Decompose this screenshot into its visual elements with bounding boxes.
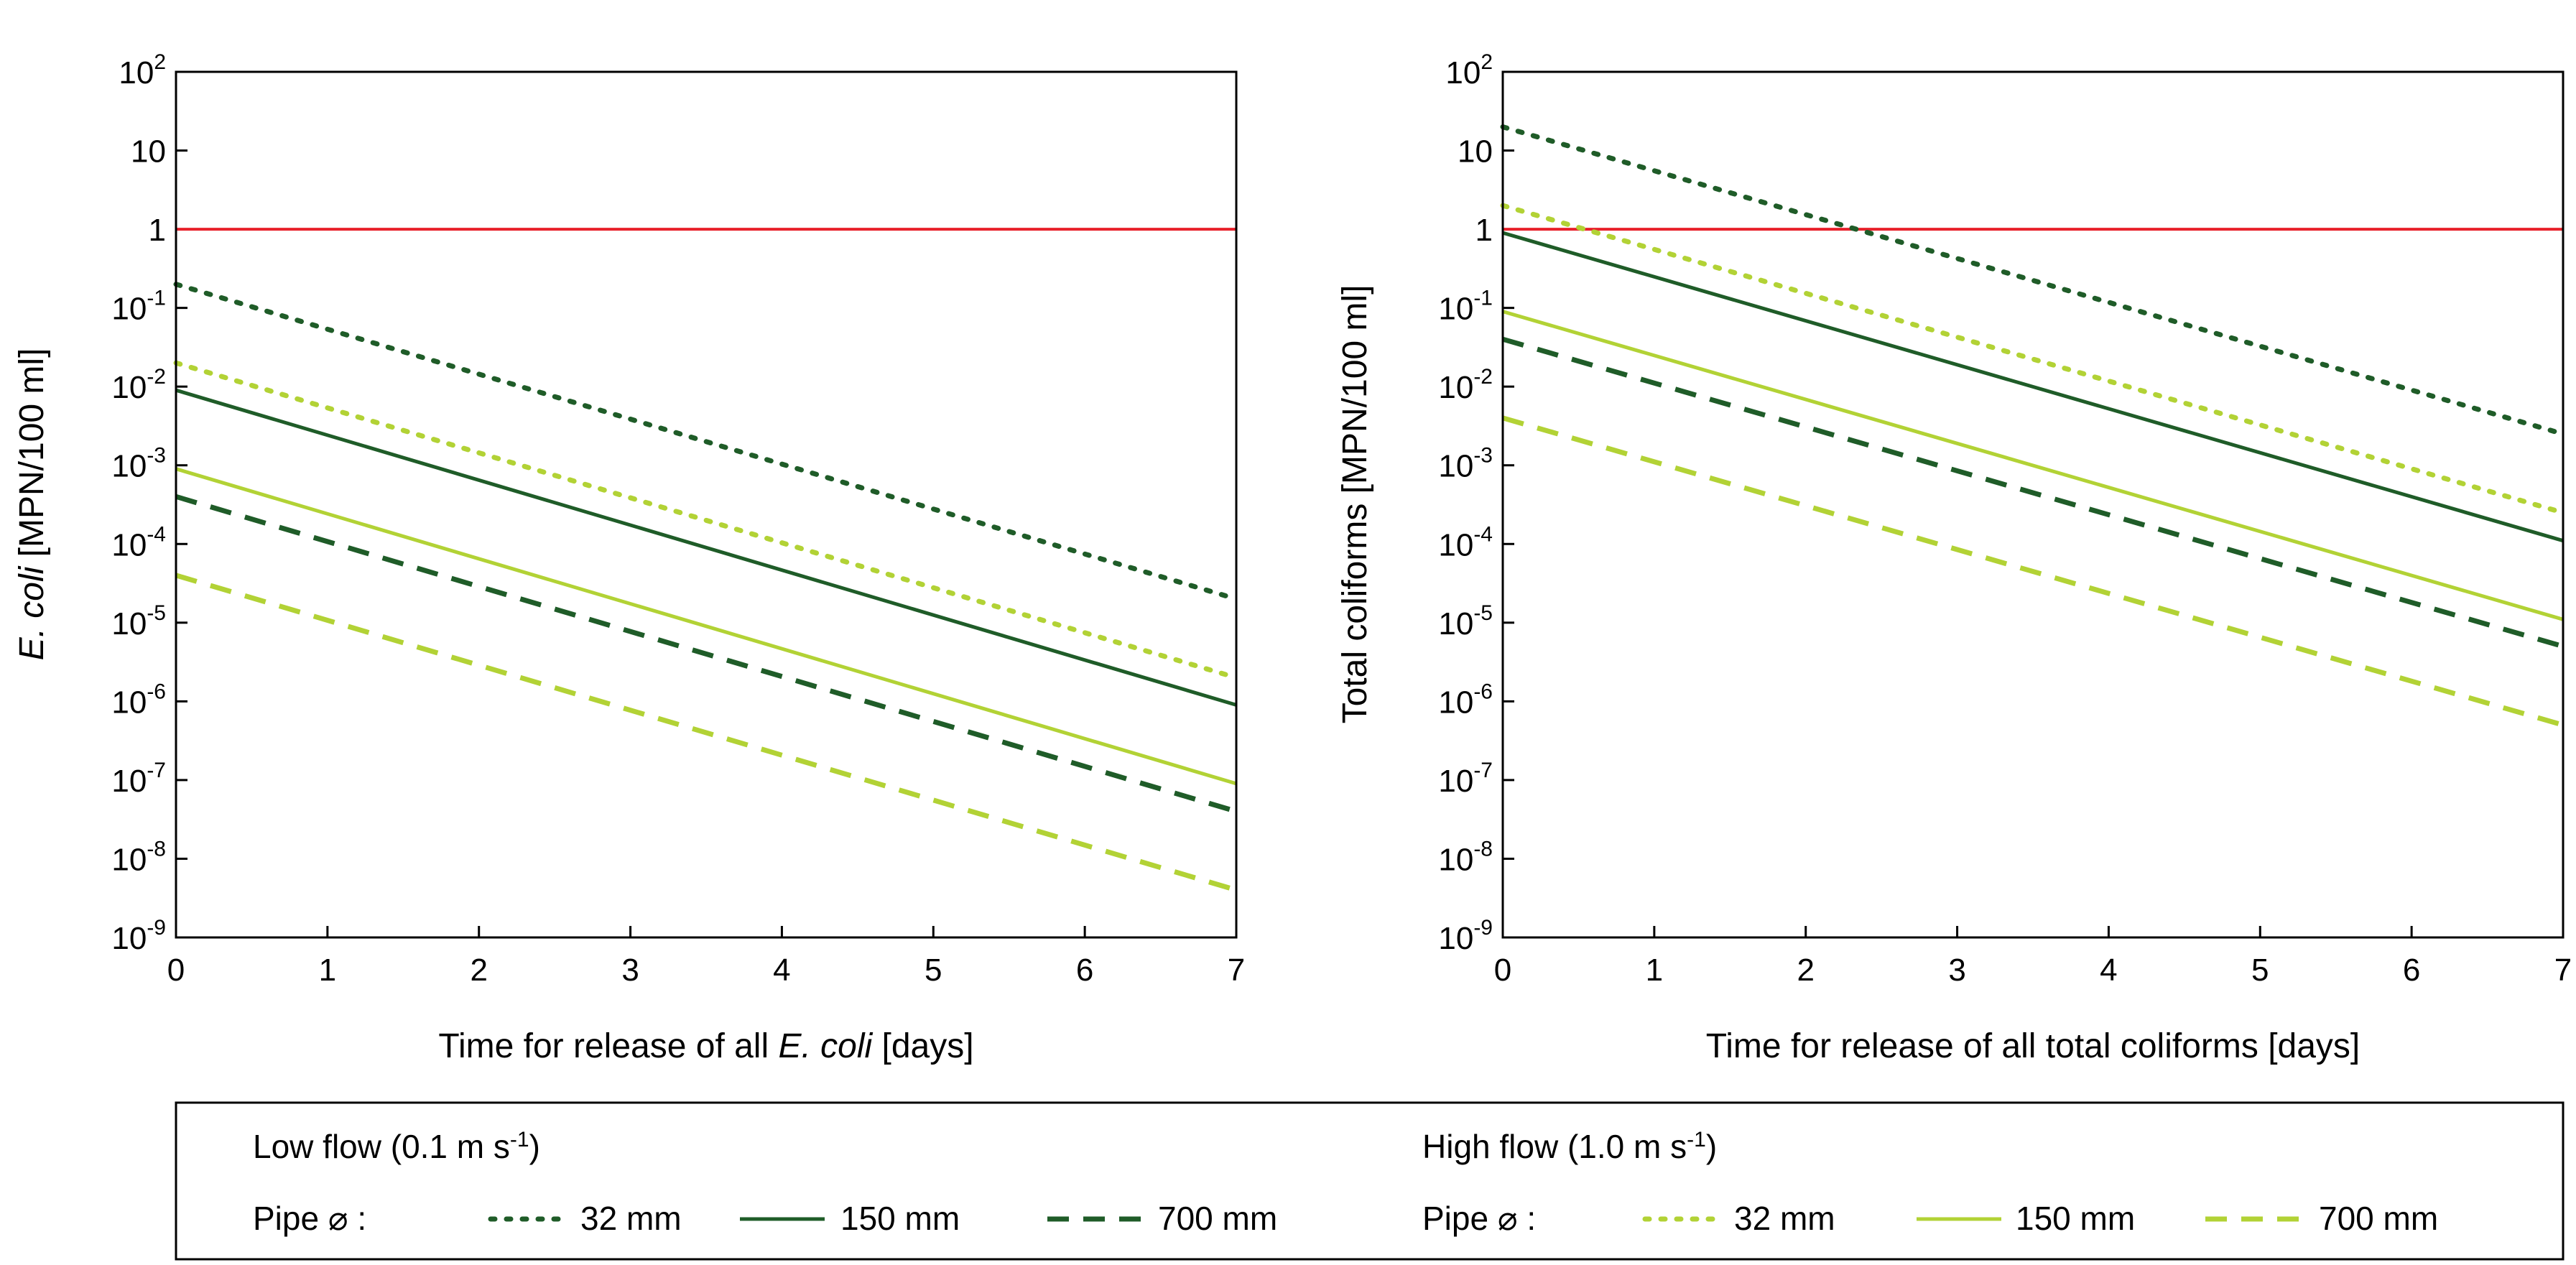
legend-label-low-150mm: 150 mm xyxy=(840,1200,960,1237)
coliforms-x-tick-label: 2 xyxy=(1797,953,1814,988)
ecoli-x-tick-label: 6 xyxy=(1076,953,1093,988)
coliforms-series-high-flow-700-mm xyxy=(1502,415,2564,728)
legend-label-high-700mm: 700 mm xyxy=(2319,1200,2438,1237)
ecoli-y-tick-label: 102 xyxy=(119,50,166,91)
coliforms-series-group xyxy=(1500,124,2566,728)
coliforms-y-tick-label: 10-5 xyxy=(1438,601,1493,641)
coliforms-y-axis-title: Total coliforms [MPN/100 ml] xyxy=(1336,285,1374,724)
ecoli-x-tick-label: 1 xyxy=(319,953,336,988)
ecoli-y-tick-label: 10-5 xyxy=(111,601,166,641)
ecoli-series-high-flow-150-mm xyxy=(175,467,1237,786)
coliforms-series-low-flow-32-mm xyxy=(1500,124,2566,437)
coliforms-x-tick-labels: 0 1 2 3 4 5 6 7 xyxy=(1494,953,2572,988)
ecoli-y-tick-label: 10-8 xyxy=(111,837,166,877)
legend-high-flow-heading: High flow (1.0 m s-1) xyxy=(1422,1128,1717,1166)
coliforms-x-axis-title: Time for release of all total coliforms … xyxy=(1706,1027,2360,1065)
ecoli-series-high-flow-32-mm xyxy=(173,360,1239,680)
ecoli-x-tick-label: 2 xyxy=(470,953,487,988)
ecoli-series-low-flow-700-mm xyxy=(175,494,1237,814)
coliforms-y-tick-label: 10-2 xyxy=(1438,365,1493,405)
coliforms-series-low-flow-150-mm xyxy=(1502,231,2564,543)
legend-low-flow-heading: Low flow (0.1 m s-1) xyxy=(253,1128,540,1166)
ecoli-x-tick-label: 3 xyxy=(621,953,639,988)
ecoli-y-tick-label: 10-6 xyxy=(111,680,166,720)
coliforms-y-tick-label: 10-8 xyxy=(1438,837,1493,877)
ecoli-plot-frame xyxy=(175,70,1238,939)
chart-coliforms: 10210110-110-210-310-410-510-610-710-810… xyxy=(1336,50,2572,1065)
coliforms-y-tick-label: 10-4 xyxy=(1438,522,1493,562)
legend-pipe-label-low: Pipe ⌀ : xyxy=(253,1200,366,1237)
legend-frame xyxy=(175,1101,2565,1261)
ecoli-x-tick-label: 5 xyxy=(925,953,942,988)
coliforms-y-tick-label: 10-1 xyxy=(1438,287,1493,327)
ecoli-x-tick-labels: 0 1 2 3 4 5 6 7 xyxy=(167,953,1245,988)
coliforms-series-low-flow-700-mm xyxy=(1502,336,2564,649)
ecoli-y-tick-label: 10-3 xyxy=(111,444,166,484)
coliforms-tick-marks xyxy=(1501,70,2565,939)
chart-ecoli: 10210110-110-210-310-410-510-610-710-810… xyxy=(13,50,1245,1065)
coliforms-y-tick-label: 1 xyxy=(1475,213,1493,248)
coliforms-x-tick-label: 0 xyxy=(1494,953,1511,988)
ecoli-series-low-flow-150-mm xyxy=(175,388,1237,707)
legend-label-high-150mm: 150 mm xyxy=(2016,1200,2135,1237)
ecoli-y-tick-label: 1 xyxy=(149,213,166,248)
ecoli-y-tick-label: 10-9 xyxy=(111,916,166,956)
coliforms-series-high-flow-150-mm xyxy=(1502,310,2564,621)
ecoli-x-tick-label: 0 xyxy=(167,953,185,988)
ecoli-y-tick-label: 10 xyxy=(131,134,166,170)
ecoli-series-low-flow-32-mm xyxy=(173,282,1239,602)
ecoli-x-axis-title: Time for release of all E. coli [days] xyxy=(438,1027,973,1065)
coliforms-plot-frame xyxy=(1501,70,2565,939)
coliforms-x-tick-label: 5 xyxy=(2251,953,2269,988)
coliforms-series-high-flow-32-mm xyxy=(1500,203,2566,516)
coliforms-y-tick-label: 10-3 xyxy=(1438,444,1493,484)
ecoli-y-tick-label: 10-2 xyxy=(111,365,166,405)
ecoli-y-tick-label: 10-7 xyxy=(111,759,166,799)
ecoli-y-tick-label: 10-1 xyxy=(111,287,166,327)
coliforms-y-tick-label: 10 xyxy=(1458,134,1493,170)
coliforms-x-tick-label: 3 xyxy=(1948,953,1965,988)
ecoli-x-tick-label: 7 xyxy=(1228,953,1245,988)
legend-label-low-32mm: 32 mm xyxy=(580,1200,682,1237)
ecoli-y-axis-title: E. coli [MPN/100 ml] xyxy=(13,348,51,661)
legend-label-high-32mm: 32 mm xyxy=(1734,1200,1835,1237)
legend: Low flow (0.1 m s-1) High flow (1.0 m s-… xyxy=(175,1101,2565,1261)
coliforms-y-tick-label: 10-9 xyxy=(1438,916,1493,956)
ecoli-series-high-flow-700-mm xyxy=(175,573,1237,893)
coliforms-y-tick-label: 10-7 xyxy=(1438,759,1493,799)
coliforms-x-tick-label: 7 xyxy=(2554,953,2572,988)
coliforms-x-tick-label: 4 xyxy=(2100,953,2117,988)
ecoli-y-tick-labels: 102 10 1 10-1 10-2 10-3 10-4 10-5 10-6 10-7 10-8 10… xyxy=(111,50,166,956)
coliforms-y-tick-label: 10-6 xyxy=(1438,680,1493,720)
ecoli-series-group xyxy=(173,228,1239,893)
coliforms-y-tick-label: 102 xyxy=(1445,50,1493,91)
legend-label-low-700mm: 700 mm xyxy=(1158,1200,1277,1237)
legend-pipe-label-high: Pipe ⌀ : xyxy=(1422,1200,1536,1237)
coliforms-x-tick-label: 1 xyxy=(1646,953,1663,988)
ecoli-y-tick-label: 10-4 xyxy=(111,522,166,562)
ecoli-tick-marks xyxy=(175,70,1238,939)
coliforms-y-tick-labels: 102 10 1 10-1 10-2 10-3 10-4 10-5 10-6 10-7 10-8 10… xyxy=(1438,50,1493,956)
ecoli-x-tick-label: 4 xyxy=(773,953,790,988)
coliforms-x-tick-label: 6 xyxy=(2403,953,2420,988)
